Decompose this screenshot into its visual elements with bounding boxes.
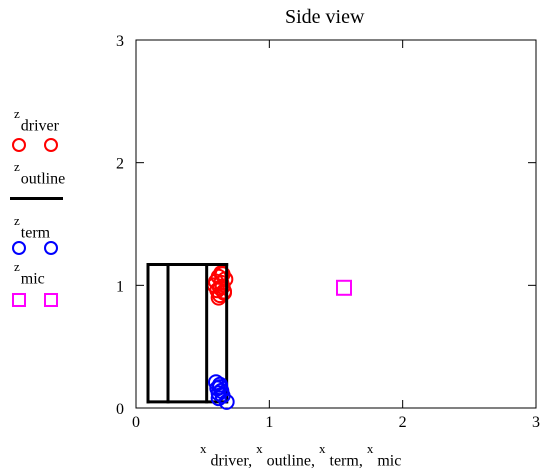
x-axis-label: x driver, x outline, x term, x mic (200, 441, 402, 470)
term-point (218, 393, 235, 410)
y-tick-label: 0 (116, 401, 124, 418)
y-tick-label: 2 (116, 156, 124, 173)
x-tick-label: 3 (532, 414, 540, 431)
legend-driver-marker-1 (12, 138, 26, 152)
x-tick-label: 0 (132, 414, 140, 431)
legend-mic-marker-2 (44, 293, 58, 307)
legend-label-driver: zdriver (14, 106, 59, 135)
term-point (212, 379, 228, 396)
legend-label-mic: zmic (14, 259, 45, 288)
term-point (210, 390, 227, 407)
mic-point (336, 279, 352, 296)
legend-mic-marker-1 (12, 293, 26, 307)
x-tick-label: 2 (399, 414, 407, 431)
legend-label-outline: zoutline (14, 159, 66, 188)
legend: zdriver zoutline zterm zmic (0, 0, 120, 320)
x-tick-label: 1 (265, 414, 273, 431)
legend-outline-line (10, 197, 63, 200)
plot-frame (135, 39, 537, 409)
y-tick-label: 3 (116, 33, 124, 50)
driver-point (214, 266, 231, 283)
legend-term-marker-2 (44, 241, 58, 255)
driver-point (213, 274, 230, 291)
legend-label-term: zterm (14, 213, 51, 242)
legend-driver-marker-2 (44, 138, 58, 152)
legend-term-marker-1 (12, 241, 26, 255)
driver-point (216, 284, 232, 301)
chart-title: Side view (285, 6, 365, 28)
y-tick-label: 1 (116, 278, 124, 295)
